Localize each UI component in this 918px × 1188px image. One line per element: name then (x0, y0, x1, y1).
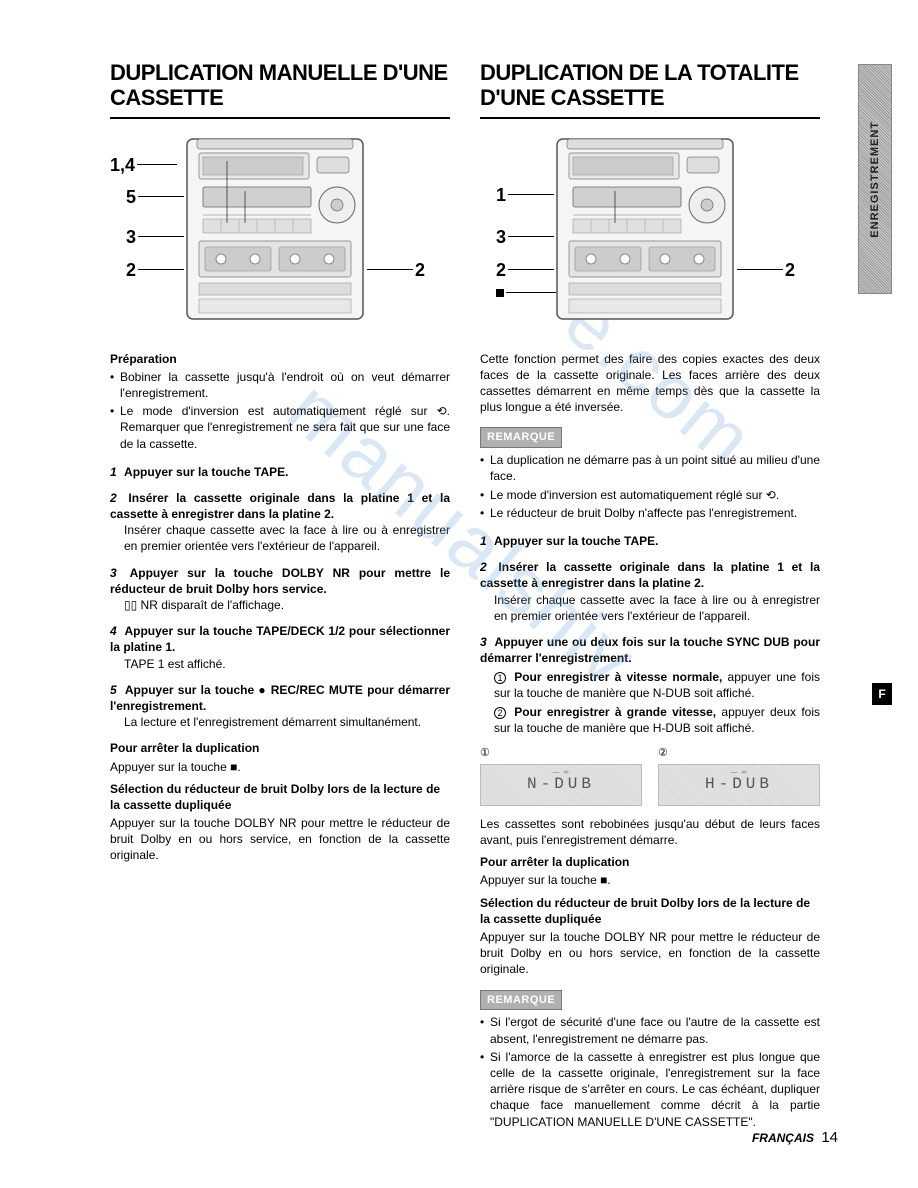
list-item: Bobiner la cassette jusqu'à l'endroit où… (110, 369, 450, 401)
list-item: Le mode d'inversion est automatiquement … (110, 403, 450, 452)
substep-bold: Pour enregistrer à grande vitesse, (514, 705, 716, 719)
step-number: 1 (480, 534, 487, 548)
step-number: 3 (110, 566, 117, 580)
step: 2 Insérer la cassette originale dans la … (110, 490, 450, 555)
device-illustration (555, 133, 735, 323)
step-number: 3 (480, 635, 487, 649)
callout-label: 2 (415, 258, 425, 282)
rule (110, 117, 450, 119)
stop-heading: Pour arrêter la duplication (480, 854, 820, 870)
circled-number: 2 (494, 707, 506, 719)
callout-label: 3 (496, 225, 506, 249)
preparation-heading: Préparation (110, 351, 450, 367)
stop-heading: Pour arrêter la duplication (110, 740, 450, 756)
step: 2 Insérer la cassette originale dans la … (480, 559, 820, 624)
step-desc: Insérer chaque cassette avec la face à l… (110, 522, 450, 554)
step: 3 Appuyer sur la touche DOLBY NR pour me… (110, 565, 450, 614)
after-lcd-text: Les cassettes sont rebobinées jusqu'au d… (480, 816, 820, 848)
step-number: 2 (110, 491, 117, 505)
remarque-label: REMARQUE (480, 990, 562, 1011)
remarque-list: Si l'ergot de sécurité d'une face ou l'a… (480, 1014, 820, 1129)
footer-language: FRANÇAIS (752, 1131, 814, 1145)
list-item: Le réducteur de bruit Dolby n'affecte pa… (480, 505, 820, 521)
stop-text: Appuyer sur la touche ■. (480, 872, 820, 888)
callout-label: 3 (126, 225, 136, 249)
diagram-manual: 1,4 5 3 2 2 (110, 133, 450, 333)
remarque-list: La duplication ne démarre pas à un point… (480, 452, 820, 521)
step-number: 2 (480, 560, 487, 574)
list-item: Le mode d'inversion est automatiquement … (480, 487, 820, 503)
step: 1 Appuyer sur la touche TAPE. (480, 533, 820, 549)
list-item: Si l'amorce de la cassette à enregistrer… (480, 1049, 820, 1130)
language-tab-f: F (872, 683, 892, 705)
step-desc: ▯▯ NR disparaît de l'affichage. (110, 597, 450, 613)
lcd-col: ① N-DUB (480, 746, 642, 806)
callout-label: 2 (496, 258, 506, 282)
side-tab-enregistrement: ENREGISTREMENT (858, 64, 892, 294)
dolby-text: Appuyer sur la touche DOLBY NR pour mett… (110, 815, 450, 864)
callout-label: 1,4 (110, 153, 135, 177)
heading-total-dub: DUPLICATION DE LA TOTALITE D'UNE CASSETT… (480, 60, 820, 111)
preparation-list: Bobiner la cassette jusqu'à l'endroit où… (110, 369, 450, 452)
device-illustration (185, 133, 365, 323)
step: 1 Appuyer sur la touche TAPE. (110, 464, 450, 480)
remarque-label: REMARQUE (480, 427, 562, 448)
step-title: Appuyer sur la touche TAPE. (124, 465, 288, 479)
list-item: Si l'ergot de sécurité d'une face ou l'a… (480, 1014, 820, 1046)
step: 5 Appuyer sur la touche ● REC/REC MUTE p… (110, 682, 450, 731)
callout-label: 1 (496, 183, 506, 207)
step-number: 1 (110, 465, 117, 479)
stop-text: Appuyer sur la touche ■. (110, 759, 450, 775)
substep-bold: Pour enregistrer à vitesse normale, (514, 670, 722, 684)
callout-label: 2 (785, 258, 795, 282)
substep: 2 Pour enregistrer à grande vitesse, app… (494, 704, 820, 736)
dolby-heading: Sélection du réducteur de bruit Dolby lo… (110, 781, 450, 813)
step-title: Appuyer une ou deux fois sur la touche S… (480, 635, 820, 665)
substeps: 1 Pour enregistrer à vitesse normale, ap… (480, 669, 820, 736)
lcd-row: ① N-DUB ② H-DUB (480, 746, 820, 806)
step-title: Appuyer sur la touche TAPE/DECK 1/2 pour… (110, 624, 450, 654)
step-title: Appuyer sur la touche TAPE. (494, 534, 658, 548)
diagram-total: 1 3 2 2 (480, 133, 820, 333)
stop-icon (496, 289, 504, 297)
callout-label: 5 (126, 185, 136, 209)
column-right: DUPLICATION DE LA TOTALITE D'UNE CASSETT… (480, 60, 820, 1142)
lcd-label: ① (480, 746, 642, 761)
footer-page: 14 (821, 1129, 838, 1146)
steps-list: 1 Appuyer sur la touche TAPE. 2 Insérer … (480, 533, 820, 736)
intro-text: Cette fonction permet des faire des copi… (480, 351, 820, 416)
step-title: Insérer la cassette originale dans la pl… (110, 491, 450, 521)
rule (480, 117, 820, 119)
substep: 1 Pour enregistrer à vitesse normale, ap… (494, 669, 820, 701)
step-number: 5 (110, 683, 117, 697)
step: 4 Appuyer sur la touche TAPE/DECK 1/2 po… (110, 623, 450, 672)
step-title: Appuyer sur la touche ● REC/REC MUTE pou… (110, 683, 450, 713)
footer: FRANÇAIS 14 (752, 1128, 838, 1148)
step-desc: La lecture et l'enregistrement démarrent… (110, 714, 450, 730)
lcd-col: ② H-DUB (658, 746, 820, 806)
list-item: La duplication ne démarre pas à un point… (480, 452, 820, 484)
column-left: DUPLICATION MANUELLE D'UNE CASSETTE 1,4 … (110, 60, 450, 1142)
step-title: Appuyer sur la touche DOLBY NR pour mett… (110, 566, 450, 596)
step-desc: Insérer chaque cassette avec la face à l… (480, 592, 820, 624)
lcd-label: ② (658, 746, 820, 761)
side-tab-label: ENREGISTREMENT (868, 121, 883, 238)
lcd-display: H-DUB (658, 764, 820, 806)
dolby-text: Appuyer sur la touche DOLBY NR pour mett… (480, 929, 820, 978)
step-title: Insérer la cassette originale dans la pl… (480, 560, 820, 590)
steps-list: 1 Appuyer sur la touche TAPE. 2 Insérer … (110, 464, 450, 731)
step: 3 Appuyer une ou deux fois sur la touche… (480, 634, 820, 736)
lcd-display: N-DUB (480, 764, 642, 806)
step-desc: TAPE 1 est affiché. (110, 656, 450, 672)
heading-manual-dub: DUPLICATION MANUELLE D'UNE CASSETTE (110, 60, 450, 111)
callout-label: 2 (126, 258, 136, 282)
circled-number: 1 (494, 672, 506, 684)
step-number: 4 (110, 624, 117, 638)
dolby-heading: Sélection du réducteur de bruit Dolby lo… (480, 895, 820, 927)
